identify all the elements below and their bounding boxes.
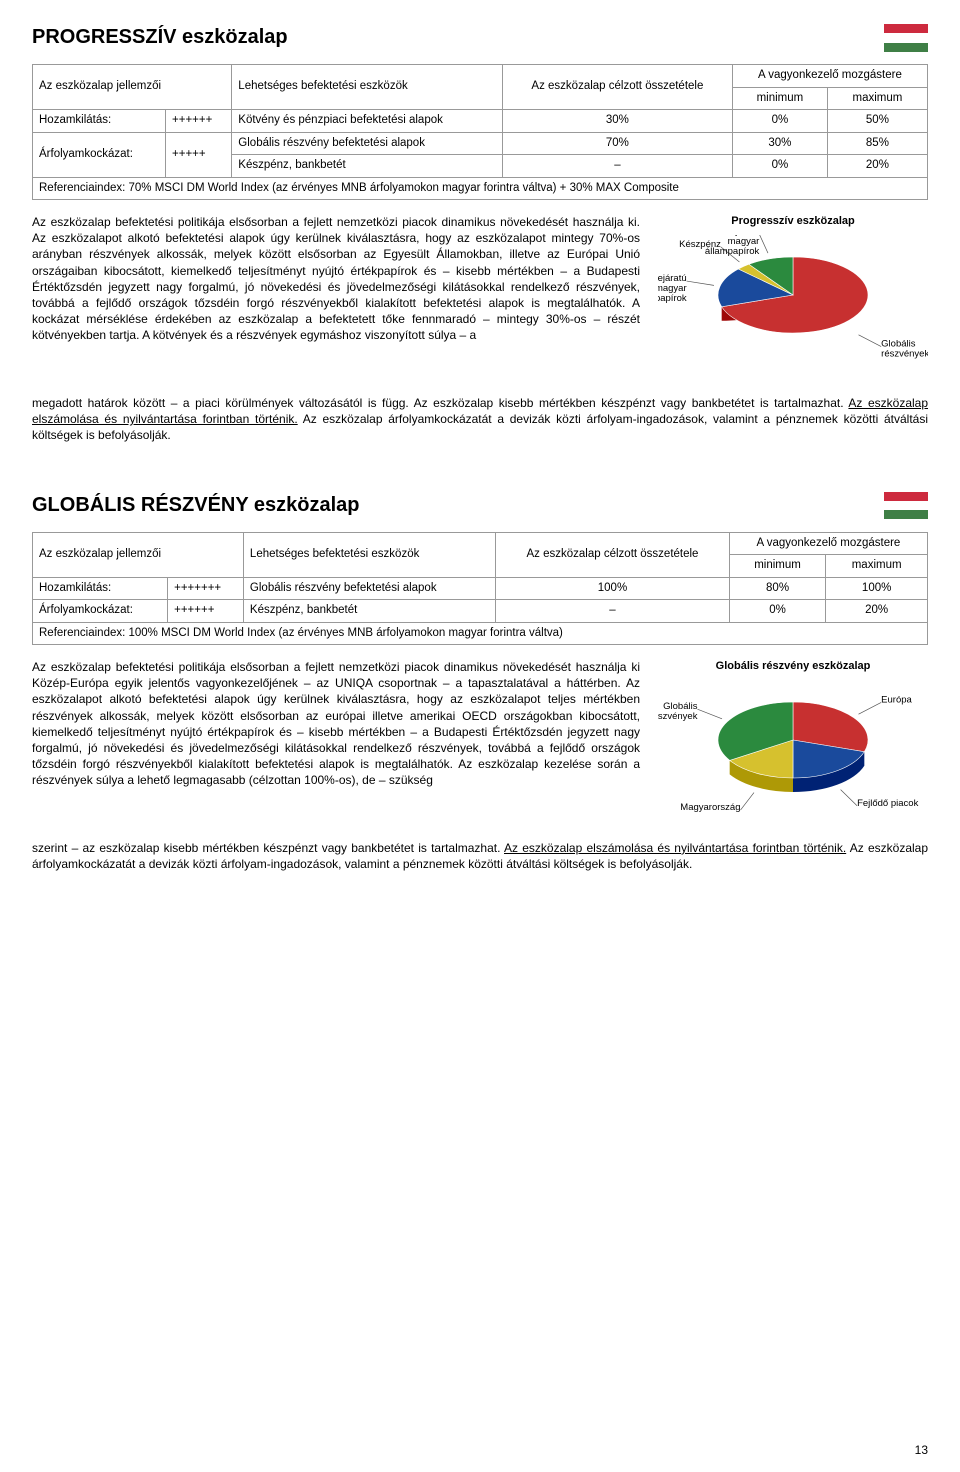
underline-text: Az eszközalap elszámolása és nyilvántart… bbox=[504, 841, 846, 855]
table-cell: Globális részvény befektetési alapok bbox=[232, 132, 503, 155]
table-cell: 0% bbox=[732, 110, 827, 133]
table-cell: 50% bbox=[827, 110, 927, 133]
paragraph: Az eszközalap befektetési politikája els… bbox=[32, 659, 640, 789]
chart-column: Progresszív eszközalap Globálisrészvénye… bbox=[658, 214, 928, 395]
section-title: PROGRESSZÍV eszközalap bbox=[32, 24, 288, 51]
paragraph-rest: megadott határok között – a piaci körülm… bbox=[32, 395, 928, 444]
body-text: Az eszközalap befektetési politikája els… bbox=[32, 214, 640, 344]
svg-text:állampapírok: állampapírok bbox=[705, 246, 760, 257]
table-cell: – bbox=[496, 600, 730, 623]
table-cell: Hozamkilátás: bbox=[33, 577, 168, 600]
content-row: Az eszközalap befektetési politikája els… bbox=[32, 659, 928, 840]
table-cell: 80% bbox=[729, 577, 825, 600]
body-text: Az eszközalap befektetési politikája els… bbox=[32, 659, 640, 789]
table-cell: 20% bbox=[827, 155, 927, 178]
table-header: maximum bbox=[826, 555, 928, 578]
table-cell: Kötvény és pénzpiaci befektetési alapok bbox=[232, 110, 503, 133]
table-header: Lehetséges befektetési eszközök bbox=[232, 65, 503, 110]
flag-stripe bbox=[884, 501, 928, 510]
table-cell: Hozamkilátás: bbox=[33, 110, 166, 133]
table-header: Az eszközalap célzott összetétele bbox=[502, 65, 732, 110]
table-cell: Globális részvény befektetési alapok bbox=[243, 577, 495, 600]
table-cell: – bbox=[502, 155, 732, 178]
table-header: maximum bbox=[827, 87, 927, 110]
table-cell: 85% bbox=[827, 132, 927, 155]
section-progressziv: PROGRESSZÍV eszközalap Az eszközalap jel… bbox=[32, 24, 928, 444]
chart-title: Progresszív eszközalap bbox=[731, 214, 855, 229]
table-header: A vagyonkezelő mozgástere bbox=[732, 65, 927, 88]
svg-text:részvények: részvények bbox=[881, 349, 928, 360]
reference-index: Referenciaindex: 70% MSCI DM World Index… bbox=[33, 177, 928, 200]
flag-icon bbox=[884, 492, 928, 520]
svg-text:állampapírok: állampapírok bbox=[658, 293, 687, 304]
flag-stripe bbox=[884, 510, 928, 519]
chart-title: Globális részvény eszközalap bbox=[716, 659, 871, 674]
table-cell: 20% bbox=[826, 600, 928, 623]
table-header: minimum bbox=[729, 555, 825, 578]
table-cell: 30% bbox=[502, 110, 732, 133]
info-table: Az eszközalap jellemzői Lehetséges befek… bbox=[32, 532, 928, 646]
pie-chart: GlobálisrészvényekHosszú lejáratúmagyará… bbox=[658, 235, 928, 395]
table-cell: ++++++ bbox=[166, 110, 232, 133]
svg-text:részvények: részvények bbox=[658, 711, 698, 722]
flag-icon bbox=[884, 24, 928, 52]
table-header: Az eszközalap jellemzői bbox=[33, 532, 244, 577]
table-cell: Árfolyamkockázat: bbox=[33, 132, 166, 177]
table-cell: 0% bbox=[732, 155, 827, 178]
svg-text:Magyarország: Magyarország bbox=[680, 802, 740, 813]
section-title: GLOBÁLIS RÉSZVÉNY eszközalap bbox=[32, 492, 360, 519]
table-cell: +++++++ bbox=[168, 577, 244, 600]
table-cell: 0% bbox=[729, 600, 825, 623]
table-header: Az eszközalap jellemzői bbox=[33, 65, 232, 110]
table-cell: Árfolyamkockázat: bbox=[33, 600, 168, 623]
svg-text:Fejlődő piacok: Fejlődő piacok bbox=[857, 798, 919, 809]
page-number: 13 bbox=[915, 1442, 928, 1458]
title-row: PROGRESSZÍV eszközalap bbox=[32, 24, 928, 52]
table-header: Lehetséges befektetési eszközök bbox=[243, 532, 495, 577]
table-cell: ++++++ bbox=[168, 600, 244, 623]
text-span: megadott határok között – a piaci körülm… bbox=[32, 396, 848, 410]
flag-stripe bbox=[884, 43, 928, 52]
section-globalis: GLOBÁLIS RÉSZVÉNY eszközalap Az eszközal… bbox=[32, 492, 928, 873]
title-row: GLOBÁLIS RÉSZVÉNY eszközalap bbox=[32, 492, 928, 520]
paragraph-rest: szerint – az eszközalap kisebb mértékben… bbox=[32, 840, 928, 872]
table-cell: +++++ bbox=[166, 132, 232, 177]
flag-stripe bbox=[884, 33, 928, 42]
flag-stripe bbox=[884, 24, 928, 33]
svg-text:Európa: Európa bbox=[881, 694, 912, 705]
chart-column: Globális részvény eszközalap Európa Fejlő… bbox=[658, 659, 928, 840]
paragraph: Az eszközalap befektetési politikája els… bbox=[32, 214, 640, 344]
table-cell: 100% bbox=[496, 577, 730, 600]
table-cell: 100% bbox=[826, 577, 928, 600]
table-header: minimum bbox=[732, 87, 827, 110]
table-cell: Készpénz, bankbetét bbox=[243, 600, 495, 623]
table-header: Az eszközalap célzott összetétele bbox=[496, 532, 730, 577]
text-span: szerint – az eszközalap kisebb mértékben… bbox=[32, 841, 504, 855]
content-row: Az eszközalap befektetési politikája els… bbox=[32, 214, 928, 395]
table-cell: Készpénz, bankbetét bbox=[232, 155, 503, 178]
pie-chart: EurópaFejlődő piacokMagyarországGlobális… bbox=[658, 680, 928, 840]
info-table: Az eszközalap jellemzői Lehetséges befek… bbox=[32, 64, 928, 200]
table-cell: 30% bbox=[732, 132, 827, 155]
flag-stripe bbox=[884, 492, 928, 501]
table-cell: 70% bbox=[502, 132, 732, 155]
reference-index: Referenciaindex: 100% MSCI DM World Inde… bbox=[33, 622, 928, 645]
table-header: A vagyonkezelő mozgástere bbox=[729, 532, 927, 555]
